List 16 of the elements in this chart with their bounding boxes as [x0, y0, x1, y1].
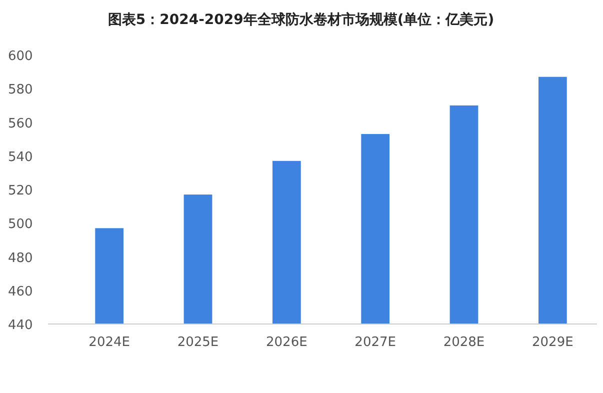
x-tick-label: 2026E: [266, 335, 308, 350]
y-tick-label: 460: [8, 284, 33, 300]
x-tick-label: 2029E: [532, 335, 574, 350]
x-tick-label: 2028E: [443, 335, 485, 350]
y-tick-label: 480: [8, 250, 33, 266]
y-tick-label: 540: [8, 150, 33, 165]
x-tick-label: 2027E: [354, 335, 396, 350]
x-tick-label: 2024E: [88, 335, 130, 350]
y-tick-label: 500: [8, 217, 33, 232]
y-tick-label: 560: [8, 116, 33, 132]
y-tick-label: 600: [8, 49, 33, 64]
x-tick-label: 2025E: [177, 335, 219, 350]
y-tick-label: 440: [8, 318, 33, 333]
y-tick-label: 520: [8, 184, 33, 198]
chart-title: 图表5：2024-2029年全球防水卷材市场规模(单位：亿美元): [108, 11, 494, 28]
y-tick-label: 580: [8, 82, 33, 98]
